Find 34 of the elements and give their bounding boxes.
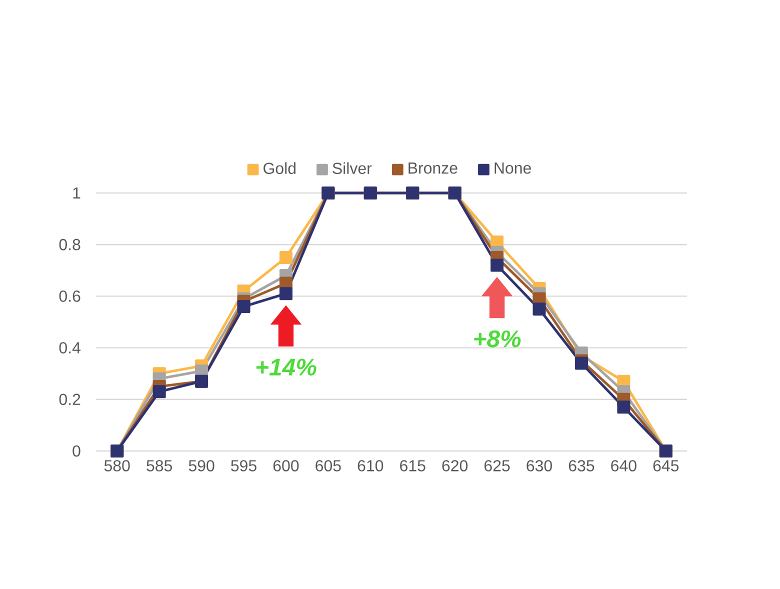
legend-label: Silver — [332, 162, 372, 174]
y-tick-label: 0.8 — [59, 238, 80, 250]
point — [279, 250, 292, 264]
legend-label: Bronze — [408, 162, 458, 174]
x-tick-label: 630 — [526, 460, 552, 472]
y-tick-label: 0.2 — [59, 394, 80, 406]
point — [279, 287, 292, 300]
point — [574, 356, 588, 370]
point — [532, 302, 546, 316]
y-tick-label: 0 — [72, 445, 80, 457]
x-tick-label: 605 — [316, 460, 341, 472]
x-tick-label: 585 — [146, 460, 172, 472]
y-tick-label: 1 — [73, 187, 80, 198]
point — [490, 258, 504, 272]
point — [152, 385, 166, 398]
x-tick-label: 625 — [484, 460, 510, 472]
legend-label: Gold — [264, 162, 296, 174]
y-tick-label: 0.4 — [59, 342, 80, 354]
annotation: +8% — [474, 330, 521, 348]
x-tick-label: 600 — [273, 460, 299, 472]
y-tick-label: 0.6 — [59, 290, 80, 302]
x-tick-label: 590 — [188, 460, 214, 472]
point — [237, 300, 250, 314]
x-tick-label: 635 — [568, 460, 594, 472]
x-tick-label: 610 — [358, 460, 384, 472]
point — [617, 400, 630, 414]
legend-label: None — [494, 162, 531, 174]
annotation: +14% — [256, 358, 316, 376]
x-tick-label: 620 — [442, 460, 468, 472]
x-tick-label: 645 — [653, 460, 679, 472]
x-tick-label: 595 — [231, 460, 256, 472]
x-tick-label: 580 — [104, 460, 130, 472]
x-tick-label: 640 — [611, 460, 636, 472]
x-tick-label: 615 — [400, 460, 426, 472]
